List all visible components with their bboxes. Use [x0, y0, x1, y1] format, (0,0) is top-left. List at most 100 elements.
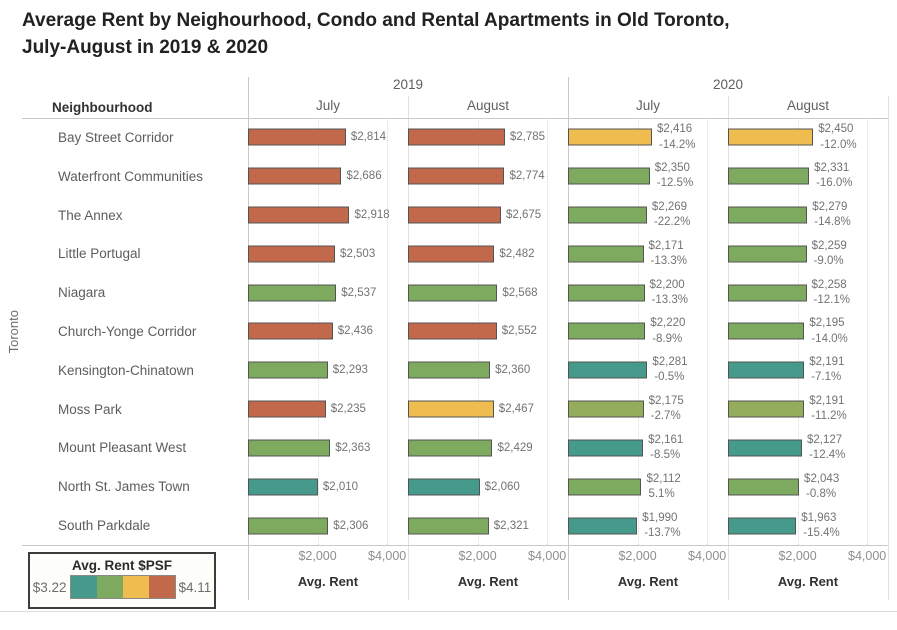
legend-title: Avg. Rent $PSF: [71, 558, 173, 573]
rent-bar[interactable]: [568, 439, 644, 457]
legend-swatch-teal[interactable]: [70, 576, 97, 598]
divider-right-edge: [888, 96, 889, 600]
rent-bar[interactable]: [408, 167, 505, 185]
rent-bar[interactable]: [728, 517, 797, 535]
rent-bar[interactable]: [728, 322, 805, 340]
bar-value-label: $2,675: [506, 209, 542, 222]
rent-bar[interactable]: [248, 517, 329, 535]
chart-cell: $2,568: [408, 273, 568, 312]
bar-change-label: -11.2%: [811, 410, 847, 423]
row-label: North St. James Town: [58, 479, 190, 495]
axis-tick-2000: $2,000: [618, 549, 657, 563]
rent-bar[interactable]: [568, 361, 648, 379]
rent-bar[interactable]: [728, 128, 814, 146]
chart-cell: $2,269 -22.2%: [568, 196, 728, 235]
rent-bar[interactable]: [248, 206, 350, 224]
rent-bar[interactable]: [408, 400, 494, 418]
rent-bar[interactable]: [408, 322, 497, 340]
bar-value-label: $2,306: [333, 519, 369, 532]
rent-bar[interactable]: [568, 128, 653, 146]
bar-change-label: -0.5%: [654, 371, 685, 384]
bar-change-label: -7.1%: [811, 371, 842, 384]
chart-cell: $2,200 -13.3%: [568, 273, 728, 312]
bar-value-change-label: $2,175 -2.7%: [649, 394, 684, 424]
legend-swatch-green[interactable]: [96, 576, 123, 598]
legend-swatch-red[interactable]: [148, 576, 175, 598]
axis-tick-2000: $2,000: [298, 549, 337, 563]
rent-bar[interactable]: [248, 361, 328, 379]
rent-bar[interactable]: [568, 478, 642, 496]
legend-swatch-yellow[interactable]: [122, 576, 149, 598]
rent-bar[interactable]: [728, 400, 805, 418]
rent-bar[interactable]: [408, 517, 489, 535]
chart-cell: $1,990 -13.7%: [568, 506, 728, 545]
rent-bar[interactable]: [248, 245, 336, 263]
rent-bar[interactable]: [728, 245, 807, 263]
rent-bar[interactable]: [728, 439, 802, 457]
bar-value-change-label: $2,279 -14.8%: [812, 200, 850, 230]
rent-bar[interactable]: [568, 322, 646, 340]
bar-value-change-label: $1,990 -13.7%: [642, 510, 680, 540]
bar-value-label: $2,060: [484, 480, 520, 493]
rent-bar[interactable]: [568, 284, 645, 302]
rent-bar[interactable]: [568, 206, 647, 224]
rent-bar[interactable]: [728, 478, 800, 496]
rent-bar[interactable]: [408, 128, 505, 146]
bar-value-label: $2,269: [651, 200, 688, 213]
bar-change-label: -9.0%: [813, 254, 844, 267]
axis-2020-august: $2,000 $4,000 Avg. Rent: [728, 549, 888, 599]
bar-change-label: -16.0%: [816, 177, 853, 190]
rent-bar[interactable]: [568, 245, 644, 263]
bar-value-change-label: $2,259 -9.0%: [812, 239, 847, 269]
rent-bar[interactable]: [728, 206, 808, 224]
bar-value-label: $2,331: [814, 162, 850, 175]
axis-tick-4000: $4,000: [368, 549, 407, 563]
chart-cell: $2,774: [408, 157, 568, 196]
row-label: Niagara: [58, 285, 106, 301]
rent-bar[interactable]: [408, 478, 480, 496]
bar-chart-columns: $2,814 $2,686 $2,918 $2,503 $2,537 $2,436 $2,2…: [248, 118, 888, 545]
bar-value-change-label: $2,171 -13.3%: [649, 239, 687, 269]
chart-cell: $2,416 -14.2%: [568, 118, 728, 157]
rent-bar[interactable]: [728, 284, 807, 302]
rent-bar[interactable]: [568, 517, 638, 535]
bar-change-label: -14.2%: [659, 138, 696, 151]
rent-bar[interactable]: [728, 167, 810, 185]
rent-bar[interactable]: [408, 361, 491, 379]
bar-change-label: -12.5%: [656, 177, 694, 190]
bar-value-label: $2,220: [650, 317, 686, 330]
bar-value-label: $2,363: [335, 441, 371, 454]
chart-cell: $2,331 -16.0%: [728, 157, 888, 196]
chart-cell: $2,350 -12.5%: [568, 157, 728, 196]
bar-value-label: $2,482: [499, 247, 535, 260]
bar-change-label: -12.4%: [808, 448, 846, 461]
rent-bar[interactable]: [248, 400, 326, 418]
rent-bar[interactable]: [248, 439, 331, 457]
chart-cell: $2,293: [248, 351, 408, 390]
bar-value-label: $2,467: [498, 403, 534, 416]
rent-bar[interactable]: [408, 439, 493, 457]
axis-title: Avg. Rent: [457, 574, 519, 589]
rent-bar[interactable]: [408, 206, 502, 224]
rent-bar[interactable]: [408, 245, 495, 263]
bar-value-label: $2,293: [332, 364, 368, 377]
rent-bar[interactable]: [408, 284, 498, 302]
rent-bar[interactable]: [248, 478, 318, 496]
rent-bar[interactable]: [248, 167, 342, 185]
bar-value-label: $2,191: [809, 394, 845, 407]
legend-min-value: $3.22: [32, 579, 67, 595]
rent-bar[interactable]: [568, 167, 650, 185]
chart-cell: $2,814: [248, 118, 408, 157]
rent-bar[interactable]: [248, 128, 346, 146]
bar-value-change-label: $2,112 5.1%: [646, 472, 680, 502]
chart-cell: $2,279 -14.8%: [728, 196, 888, 235]
rent-bar[interactable]: [568, 400, 644, 418]
chart-cell: $2,281 -0.5%: [568, 351, 728, 390]
rent-bar[interactable]: [248, 284, 337, 302]
chart-cell: $2,450 -12.0%: [728, 118, 888, 157]
legend-swatch-strip[interactable]: [69, 575, 176, 599]
rent-bar[interactable]: [728, 361, 805, 379]
row-label: Waterfront Communities: [58, 168, 204, 184]
rent-bar[interactable]: [248, 322, 333, 340]
